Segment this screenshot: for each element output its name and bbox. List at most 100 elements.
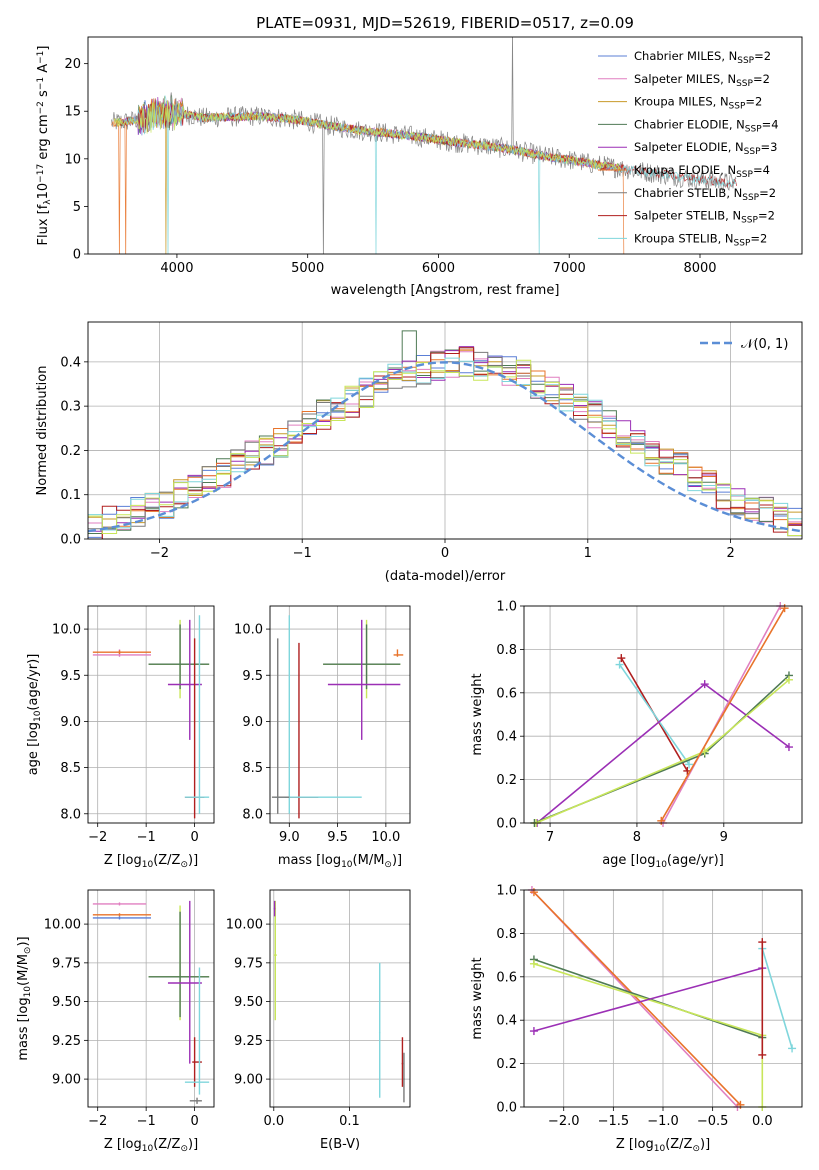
x-tick-label: 4000	[160, 261, 193, 276]
y-tick-label: 0.2	[60, 444, 81, 459]
x-tick-label: 9	[720, 830, 728, 845]
z-age-panel: −2 −1 0 8.0 8.5 9.0 9.5 10.0 Z [log10(Z/Z⊙)] age …	[26, 605, 215, 870]
y-axis-label: Normed distribution	[35, 366, 50, 496]
y-tick-label: 9.00	[52, 1073, 81, 1088]
y-tick-label: 9.25	[52, 1034, 81, 1049]
y-tick-label: 9.0	[60, 715, 81, 730]
legend: Chabrier MILES, NSSP=2 Salpeter MILES, NS…	[598, 49, 779, 248]
crosses	[92, 615, 210, 819]
x-axis-label: Z [log10(Z/Z⊙)]	[616, 1137, 710, 1154]
crosses	[271, 615, 404, 819]
normal-curve	[88, 361, 802, 533]
x-tick-label: −2.0	[548, 1114, 580, 1129]
y-tick-label: 10	[64, 152, 81, 167]
legend-entry: Chabrier ELODIE, NSSP=4	[634, 117, 779, 134]
y-tick-label: 9.75	[52, 956, 81, 971]
axes-frame	[87, 321, 803, 540]
x-tick-label: 0	[441, 546, 449, 561]
x-tick-label: 5000	[291, 261, 324, 276]
weight-line	[534, 674, 790, 824]
weight-line	[536, 683, 790, 824]
y-tick-label: 0.2	[496, 1057, 517, 1072]
axes-frame	[523, 605, 803, 824]
x-tick-label: −0.5	[697, 1114, 729, 1129]
axes-frame	[87, 605, 215, 824]
axes-frame	[87, 36, 803, 255]
y-tick-label: 9.0	[242, 715, 263, 730]
z-mass-panel: −2 −1 0 9.00 9.25 9.50 9.75 10.00 Z [log10(Z/Z⊙)…	[16, 889, 215, 1154]
legend-entry: Kroupa ELODIE, NSSP=4	[634, 163, 770, 180]
weight-line	[533, 958, 763, 1039]
y-tick-label: 9.5	[60, 669, 81, 684]
spectrum-panel: 4000 5000 6000 7000 8000 0 5 10 15 20 wavelength […	[36, 36, 803, 298]
x-tick-label: −1	[137, 830, 156, 845]
y-tick-label: 0.4	[60, 355, 81, 370]
x-tick-label: −2	[88, 1114, 107, 1129]
x-tick-label: 8000	[683, 261, 716, 276]
x-tick-label: 0.0	[752, 1114, 773, 1129]
legend-entry: Chabrier MILES, NSSP=2	[634, 49, 771, 66]
y-tick-label: 0.8	[496, 927, 517, 942]
axes-frame	[269, 605, 411, 824]
spectrum-kroupa_miles	[113, 96, 622, 254]
x-tick-label: 1	[584, 546, 592, 561]
y-axis-label: mass weight	[470, 957, 485, 1039]
y-tick-label: 10.0	[234, 623, 263, 638]
x-tick-label: −2	[88, 830, 107, 845]
y-tick-label: 0.0	[60, 533, 81, 548]
x-tick-label: 0.0	[263, 1114, 284, 1129]
x-tick-label: −1	[137, 1114, 156, 1129]
y-tick-label: 9.00	[234, 1073, 263, 1088]
x-axis-label: E(B-V)	[320, 1137, 360, 1152]
y-tick-label: 0.0	[496, 1101, 517, 1116]
y-axis-label: Flux [fλ10−17 erg cm−2 s−1 A−1]	[36, 46, 53, 246]
axes-frame	[269, 889, 411, 1108]
histogram-yellowgreen	[88, 359, 802, 536]
spectrum-lines	[111, 37, 737, 254]
weight-line	[761, 948, 793, 1049]
histogram-salpeter_stelib	[101, 347, 802, 539]
y-tick-label: 0	[73, 248, 81, 263]
legend-entry: Salpeter MILES, NSSP=2	[634, 72, 770, 89]
x-tick-label: 6000	[422, 261, 455, 276]
x-tick-label: −1.5	[598, 1114, 630, 1129]
y-tick-label: 9.25	[234, 1034, 263, 1049]
weight-line	[535, 679, 790, 824]
x-tick-label: 0.1	[339, 1114, 360, 1129]
y-tick-label: 0.4	[496, 1014, 517, 1029]
legend-entry: Kroupa STELIB, NSSP=2	[634, 231, 767, 248]
x-tick-label: 9.0	[279, 830, 300, 845]
age-weight-panel: 7 8 9 0.0 0.2 0.4 0.6 0.8 1.0 age [log10(age/yr)]…	[470, 600, 803, 870]
x-tick-label: 2	[726, 546, 734, 561]
y-tick-label: 9.50	[234, 995, 263, 1010]
y-axis-label: age [log10(age/yr)]	[26, 654, 43, 776]
y-tick-label: 10.00	[226, 918, 263, 933]
y-tick-label: 0.6	[496, 686, 517, 701]
y-tick-label: 9.75	[234, 956, 263, 971]
weight-lines	[527, 886, 797, 1111]
y-tick-label: 8.0	[60, 807, 81, 822]
weight-lines	[530, 602, 793, 827]
x-tick-label: 7000	[553, 261, 586, 276]
histogram-kroupa_stelib	[88, 357, 802, 531]
x-tick-label: 0	[190, 1114, 198, 1129]
y-tick-label: 15	[64, 105, 81, 120]
y-tick-label: 0.1	[60, 488, 81, 503]
y-tick-label: 0.2	[496, 773, 517, 788]
y-tick-label: 0.8	[496, 643, 517, 658]
y-tick-label: 20	[64, 57, 81, 72]
x-tick-label: 7	[546, 830, 554, 845]
y-tick-label: 5	[73, 200, 81, 215]
legend-entry: Kroupa MILES, NSSP=2	[634, 95, 762, 112]
y-tick-label: 1.0	[496, 600, 517, 615]
y-tick-label: 0.3	[60, 400, 81, 415]
residual-panel: −2 −1 0 1 2 0.0 0.1 0.2 0.3 0.4 (data-model)/error…	[35, 321, 803, 584]
x-axis-label: Z [log10(Z/Z⊙)]	[104, 1137, 198, 1154]
y-axis-label: mass [log10(M/M⊙)]	[16, 936, 33, 1060]
x-tick-label: 8	[633, 830, 641, 845]
y-axis-label: mass weight	[470, 673, 485, 755]
ebv-mass-panel: 0.0 0.1 9.00 9.25 9.50 9.75 10.00 E(B-V)	[226, 889, 411, 1152]
legend-entry: Salpeter STELIB, NSSP=2	[634, 209, 775, 226]
y-tick-label: 8.0	[242, 807, 263, 822]
